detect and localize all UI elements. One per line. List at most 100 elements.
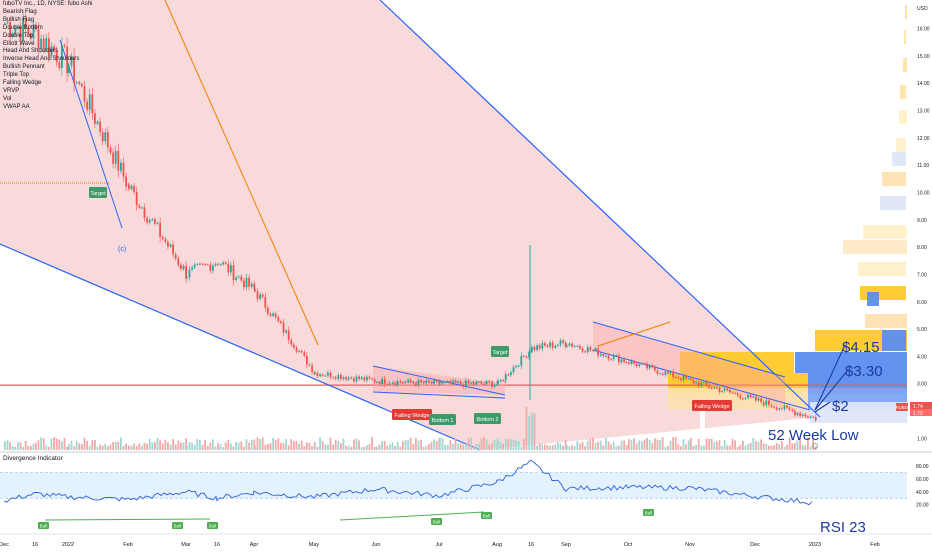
volume-bar <box>180 442 182 450</box>
candle-body <box>280 321 282 323</box>
indicator-legend-item[interactable]: Elliott Wave <box>3 40 35 47</box>
candle-body <box>75 82 78 84</box>
candle-body <box>185 265 187 279</box>
indicator-legend-item[interactable]: Double Top <box>3 32 34 39</box>
volume-bar <box>618 445 620 450</box>
chart-title[interactable]: fuboTV Inc., 1D, NYSE: fubo Ashi <box>3 1 93 7</box>
volume-bar <box>287 445 290 450</box>
annotation-tag-text: Bottom 1 <box>431 418 453 424</box>
candle-body <box>788 407 791 410</box>
volume-bar <box>280 442 282 450</box>
candle-body <box>366 376 368 381</box>
candle-body <box>729 390 731 393</box>
volume-bar <box>809 446 812 450</box>
volume-bar <box>9 442 11 450</box>
indicator-legend-item[interactable]: Triple Top <box>3 72 30 79</box>
volume-bar <box>594 442 597 450</box>
volume-bar <box>219 444 222 450</box>
prev-price-label: 1.72 <box>913 411 923 417</box>
volume-bar <box>358 440 360 450</box>
osc-axis-tick: 40.00 <box>916 490 929 496</box>
candle-body <box>713 387 716 389</box>
volume-bar <box>586 440 589 450</box>
candle-body <box>373 379 376 383</box>
indicator-legend-item[interactable]: VWAP AA <box>3 103 30 110</box>
volume-bar <box>259 439 261 450</box>
volume-bar <box>373 446 376 450</box>
volume-profile-bar <box>865 314 907 328</box>
volume-bar <box>729 445 731 450</box>
candle-body <box>517 365 520 367</box>
volume-bar <box>30 446 32 450</box>
candle-body <box>232 265 235 281</box>
volume-bar <box>623 440 625 450</box>
annotation-tag-bg <box>474 413 501 424</box>
volume-bar <box>449 440 452 450</box>
divergence-indicator-title[interactable]: Divergence Indicator <box>3 455 63 462</box>
candle-body <box>347 377 350 380</box>
volume-bar <box>651 443 654 450</box>
candle-body <box>812 416 814 418</box>
candle-body <box>672 371 674 378</box>
volume-bar <box>441 438 444 450</box>
volume-bar <box>721 446 723 450</box>
candle-body <box>493 384 496 387</box>
candle-body <box>605 355 607 357</box>
candle-body <box>615 355 618 357</box>
candle-body <box>528 352 530 358</box>
indicator-legend-item[interactable]: Bullish Flag <box>3 16 35 23</box>
volume-profile-bar <box>680 352 794 373</box>
summer-wedge-lower <box>372 391 506 399</box>
candle-body <box>180 264 182 270</box>
candle-body <box>68 65 70 74</box>
indicator-legend-item[interactable]: VRVP <box>3 87 20 94</box>
volume-bar <box>669 440 672 450</box>
candle-body <box>117 150 120 171</box>
volume-bar <box>664 446 667 450</box>
candle-body <box>794 410 796 416</box>
candle-body <box>332 377 334 379</box>
volume-bar <box>402 441 404 450</box>
candle-body <box>88 94 91 110</box>
candle-body <box>42 38 45 49</box>
indicator-legend-item[interactable]: Vol <box>3 95 12 102</box>
volume-bar <box>298 443 300 450</box>
indicator-legend-item[interactable]: Bullish Pennant <box>3 64 45 71</box>
volume-bar <box>749 442 752 450</box>
annotation-tag-text: Bottom 2 <box>476 417 498 423</box>
volume-bar <box>146 443 148 450</box>
candle-body <box>465 380 467 387</box>
candle-body <box>154 219 156 224</box>
volume-bar <box>224 442 227 450</box>
candle-body <box>94 113 96 124</box>
indicator-legend-item[interactable]: Falling Wedge <box>3 80 42 87</box>
volume-bar <box>230 443 232 450</box>
volume-bar <box>478 443 480 450</box>
indicator-legend-item[interactable]: Head And Shoulders <box>3 48 59 55</box>
bull-signal-text: Bull <box>40 524 48 529</box>
indicator-legend-item[interactable]: Inverse Head And Shoulders <box>3 56 80 63</box>
volume-bar <box>316 446 319 450</box>
candle-body <box>579 345 581 349</box>
volume-bar <box>107 446 109 450</box>
volume-bar <box>253 439 256 450</box>
volume-bar <box>6 440 9 450</box>
volume-bar <box>446 445 449 450</box>
indicator-legend-item[interactable]: Bearish Flag <box>3 8 37 15</box>
candle-body <box>389 383 391 385</box>
candle-body <box>306 355 308 365</box>
volume-bar <box>347 445 350 450</box>
volume-bar <box>261 437 264 450</box>
candle-body <box>809 416 812 418</box>
volume-bar <box>353 439 355 450</box>
volume-bar <box>454 439 457 450</box>
candle-body <box>546 345 549 347</box>
volume-bar <box>245 439 248 450</box>
candle-body <box>562 340 564 343</box>
candle-body <box>804 414 807 417</box>
volume-bar <box>422 446 425 450</box>
candle-body <box>219 264 222 266</box>
candle-body <box>355 376 358 382</box>
indicator-legend-item[interactable]: Double Bottom <box>3 24 43 31</box>
